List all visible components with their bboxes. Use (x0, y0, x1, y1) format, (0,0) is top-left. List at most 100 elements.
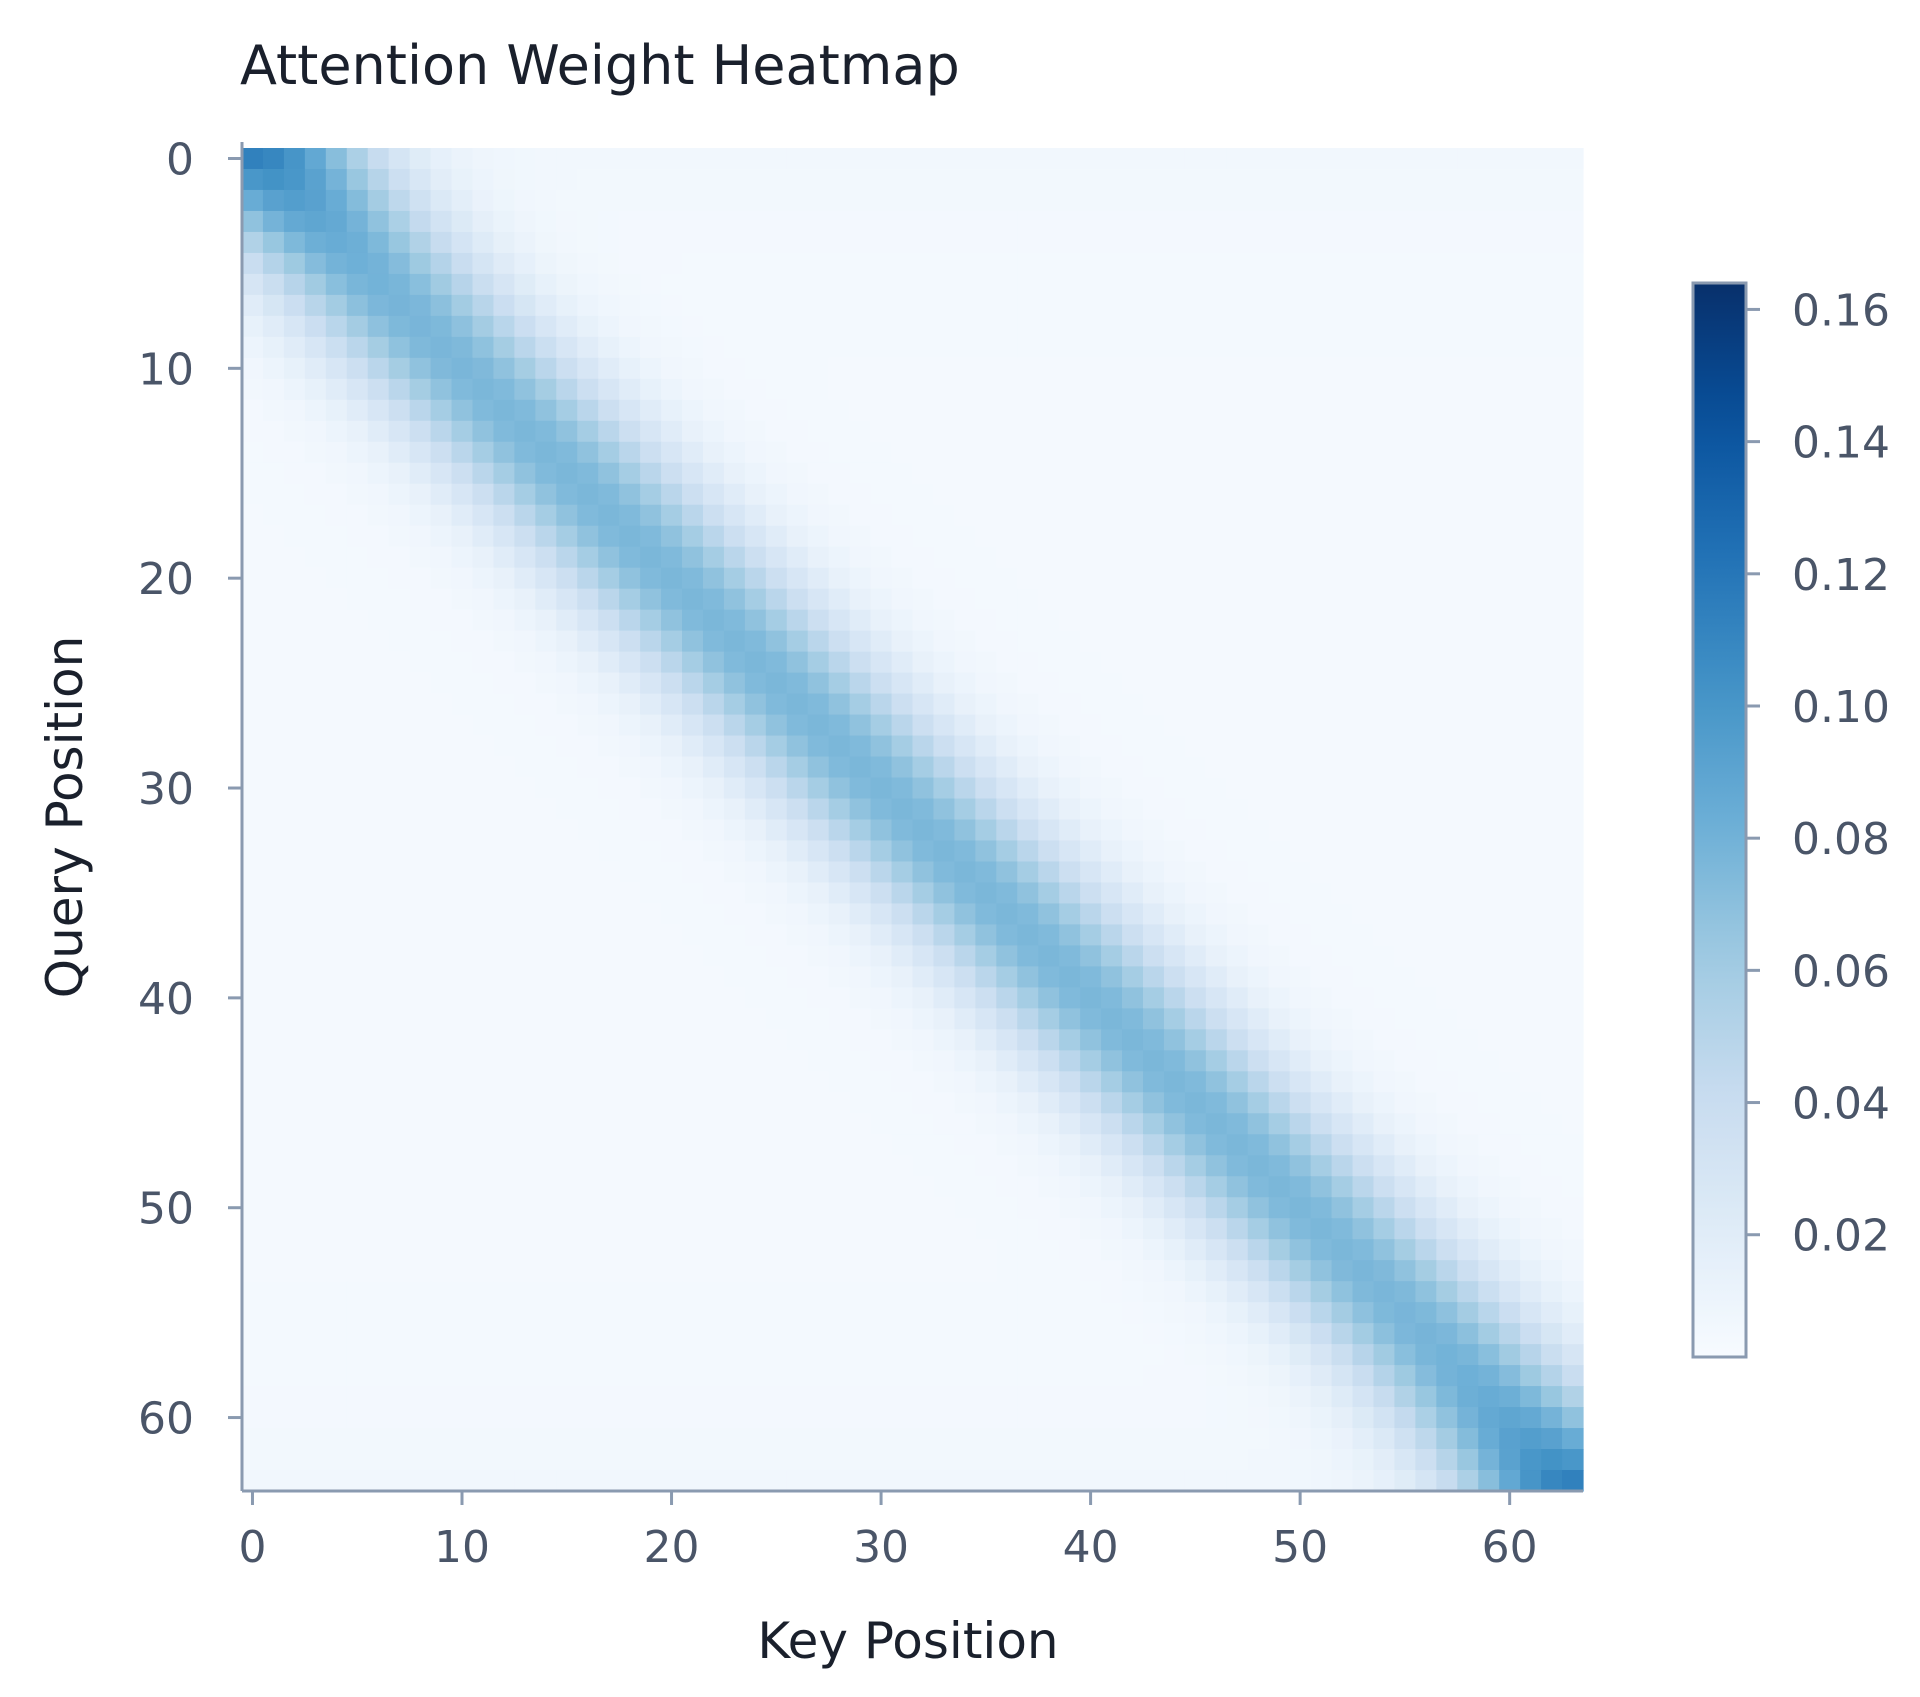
heatmap-cell (912, 924, 935, 946)
heatmap-cell (891, 1092, 914, 1114)
heatmap-cell (849, 1281, 872, 1303)
heatmap-cell (954, 1113, 976, 1135)
heatmap-cell (472, 882, 495, 905)
heatmap-cell (451, 399, 474, 422)
heatmap-cell (1226, 1092, 1249, 1114)
heatmap-cell (1163, 756, 1186, 779)
heatmap-cell (640, 798, 662, 821)
heatmap-cell (304, 945, 327, 967)
heatmap-cell (1541, 798, 1563, 821)
heatmap-cell (409, 1155, 432, 1177)
heatmap-cell (556, 189, 578, 212)
heatmap-cell (933, 1092, 955, 1114)
heatmap-cell (451, 588, 474, 611)
heatmap-cell (1122, 148, 1144, 170)
heatmap-cell (1310, 798, 1333, 821)
heatmap-cell (1478, 966, 1500, 988)
heatmap-cell (1457, 1470, 1479, 1492)
heatmap-cell (1268, 315, 1291, 338)
heatmap-cell (1247, 441, 1270, 464)
heatmap-cell (786, 357, 809, 380)
heatmap-cell (1163, 1344, 1186, 1366)
heatmap-cell (1436, 1323, 1458, 1345)
heatmap-cell (849, 714, 872, 737)
heatmap-cell (765, 210, 788, 233)
heatmap-cell (828, 1365, 851, 1387)
heatmap-cell (1184, 651, 1207, 674)
heatmap-cell (346, 1050, 369, 1072)
heatmap-cell (870, 588, 893, 611)
heatmap-cell (367, 1050, 390, 1072)
heatmap-cell (283, 462, 306, 485)
heatmap-cell (1184, 231, 1207, 254)
heatmap-cell (786, 819, 809, 842)
heatmap-cell (325, 630, 348, 653)
heatmap-cell (619, 567, 641, 590)
heatmap-cell (996, 189, 1018, 212)
heatmap-cell (535, 252, 557, 275)
heatmap-cell (283, 819, 306, 842)
heatmap-cell (765, 1029, 788, 1051)
heatmap-cell (1205, 966, 1228, 988)
heatmap-cell (954, 966, 976, 988)
heatmap-cell (1101, 399, 1123, 422)
heatmap-cell (388, 273, 411, 296)
heatmap-cell (1394, 756, 1416, 779)
heatmap-cell (1436, 1386, 1458, 1408)
heatmap-cell (723, 1344, 746, 1366)
heatmap-cell (451, 1365, 474, 1387)
heatmap-cell (912, 1281, 935, 1303)
heatmap-cell (472, 252, 495, 275)
heatmap-cell (933, 1239, 955, 1261)
heatmap-cell (367, 1239, 390, 1261)
heatmap-cell (304, 735, 327, 758)
heatmap-cell (1436, 945, 1458, 967)
heatmap-cell (1122, 987, 1144, 1009)
heatmap-cell (1226, 1134, 1249, 1156)
heatmap-cell (849, 945, 872, 967)
heatmap-cell (514, 651, 536, 674)
heatmap-cell (1142, 798, 1165, 821)
heatmap-cell (1163, 252, 1186, 275)
heatmap-cell (661, 924, 683, 946)
heatmap-cell (409, 609, 432, 632)
heatmap-cell (640, 1365, 662, 1387)
heatmap-cell (1163, 148, 1186, 170)
heatmap-cell (346, 1302, 369, 1324)
heatmap-cell (1101, 441, 1123, 464)
heatmap-cell (1163, 231, 1186, 254)
heatmap-cell (933, 1197, 955, 1219)
heatmap-cell (1226, 861, 1249, 884)
heatmap-cell (242, 945, 264, 967)
heatmap-cell (786, 1029, 809, 1051)
heatmap-cell (1038, 1260, 1060, 1282)
heatmap-cell (1520, 1407, 1542, 1429)
heatmap-cell (1059, 1344, 1081, 1366)
heatmap-cell (765, 504, 788, 527)
heatmap-cell (1184, 1197, 1207, 1219)
heatmap-cell (1499, 714, 1521, 737)
heatmap-cell (1268, 336, 1291, 359)
heatmap-cell (1520, 567, 1542, 590)
heatmap-cell (996, 1029, 1018, 1051)
heatmap-cell (1478, 1281, 1500, 1303)
heatmap-cell (493, 210, 515, 233)
heatmap-cell (870, 1365, 893, 1387)
heatmap-cell (786, 315, 809, 338)
heatmap-cell (1205, 798, 1228, 821)
heatmap-cell (1352, 1365, 1375, 1387)
heatmap-cell (1373, 882, 1396, 905)
heatmap-cell (451, 504, 474, 527)
heatmap-cell (1352, 189, 1375, 212)
heatmap-cell (1122, 714, 1144, 737)
heatmap-cell (1101, 777, 1123, 800)
heatmap-cell (1163, 1008, 1186, 1030)
heatmap-cell (849, 1197, 872, 1219)
heatmap-cell (702, 861, 725, 884)
heatmap-cell (1373, 210, 1396, 233)
heatmap-cell (702, 1029, 725, 1051)
heatmap-cell (954, 756, 976, 779)
heatmap-cell (346, 525, 369, 548)
heatmap-cell (849, 1302, 872, 1324)
heatmap-cell (744, 1281, 767, 1303)
